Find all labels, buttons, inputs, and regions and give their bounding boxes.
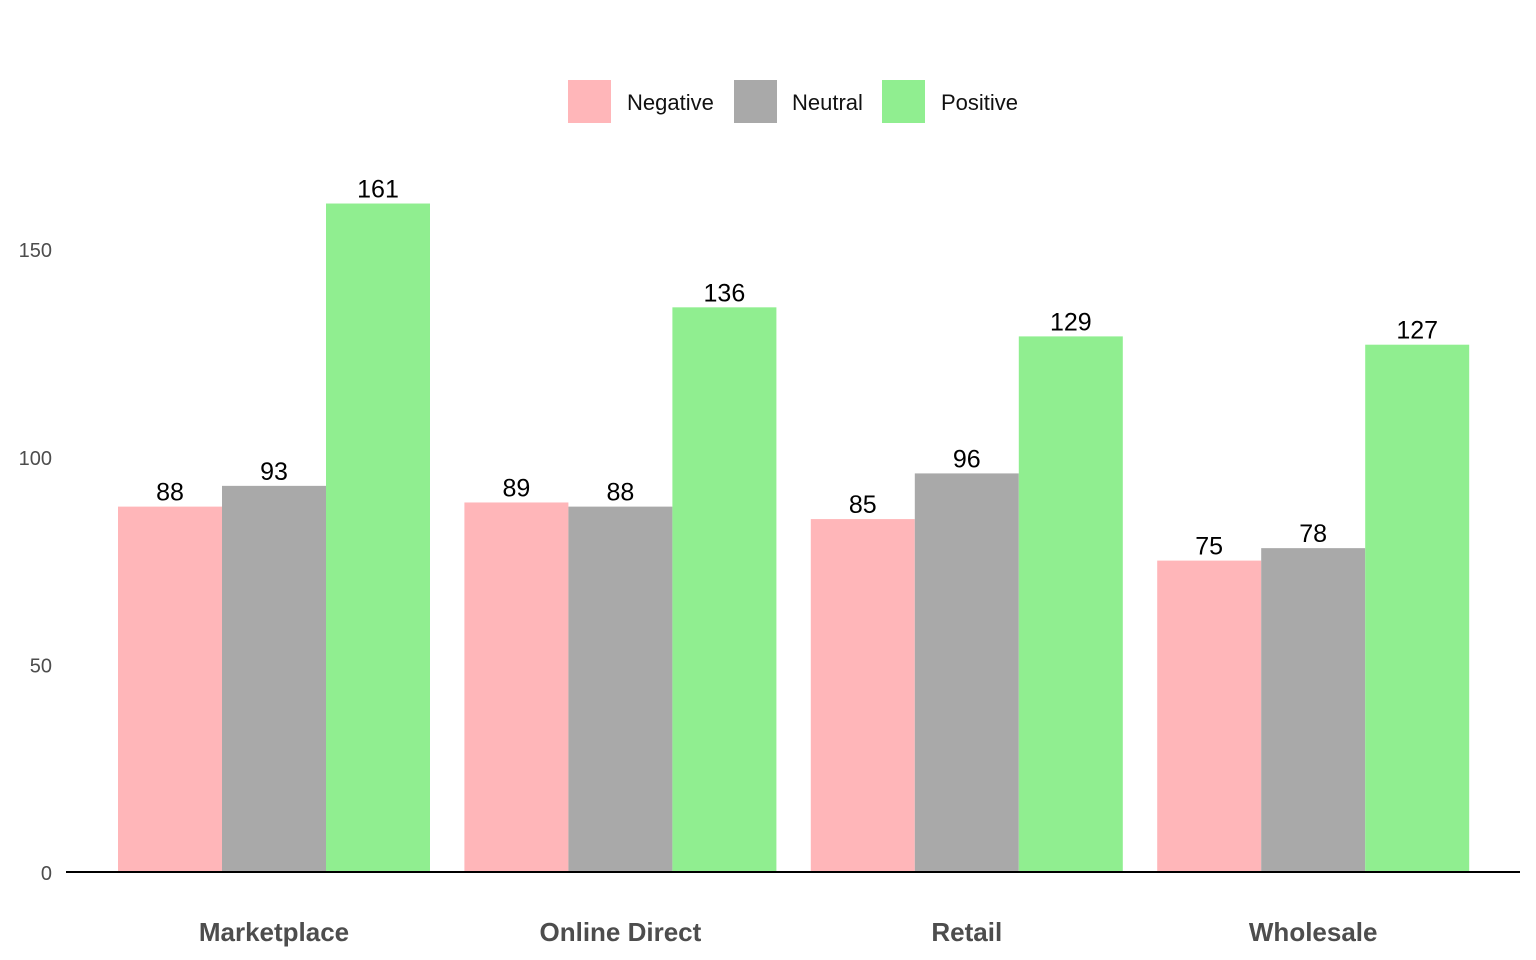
y-tick-label-50: 50 bbox=[30, 655, 52, 677]
bar-marketplace-negative bbox=[118, 506, 222, 872]
data-label-online-direct-positive: 136 bbox=[704, 279, 746, 307]
bar-retail-neutral bbox=[914, 473, 1019, 872]
legend-label-negative: Negative bbox=[627, 90, 714, 115]
x-tick-label-marketplace: Marketplace bbox=[199, 917, 349, 947]
legend-label-positive: Positive bbox=[941, 90, 1018, 115]
legend-item-positive: Positive bbox=[882, 80, 1018, 123]
legend-swatch-positive bbox=[882, 80, 925, 123]
legend-item-negative: Negative bbox=[568, 80, 714, 123]
bar-wholesale-negative bbox=[1157, 560, 1262, 872]
bar-online-direct-positive bbox=[672, 307, 777, 872]
y-axis-ticks: 0 50 100 150 bbox=[19, 240, 52, 885]
y-tick-label-100: 100 bbox=[19, 448, 52, 470]
y-tick-label-150: 150 bbox=[19, 240, 52, 262]
legend-label-neutral: Neutral bbox=[792, 90, 863, 115]
data-label-retail-negative: 85 bbox=[849, 491, 877, 519]
data-label-retail-neutral: 96 bbox=[953, 445, 981, 473]
data-label-retail-positive: 129 bbox=[1050, 308, 1092, 336]
bar-marketplace-neutral bbox=[222, 485, 326, 872]
bar-wholesale-neutral bbox=[1261, 548, 1366, 872]
data-label-online-direct-negative: 89 bbox=[502, 474, 530, 502]
bar-wholesale-positive bbox=[1365, 344, 1470, 872]
legend-swatch-negative bbox=[568, 80, 611, 123]
data-label-wholesale-positive: 127 bbox=[1396, 317, 1438, 345]
bar-online-direct-negative bbox=[464, 502, 569, 872]
data-label-wholesale-neutral: 78 bbox=[1299, 520, 1327, 548]
x-tick-label-online-direct: Online Direct bbox=[539, 917, 701, 947]
x-axis-labels: Marketplace Online Direct Retail Wholesale bbox=[199, 917, 1378, 947]
data-label-wholesale-negative: 75 bbox=[1195, 533, 1223, 561]
y-tick-label-0: 0 bbox=[41, 863, 52, 885]
legend-item-neutral: Neutral bbox=[734, 80, 863, 123]
x-tick-label-retail: Retail bbox=[931, 917, 1002, 947]
legend-swatch-neutral bbox=[734, 80, 777, 123]
data-label-marketplace-negative: 88 bbox=[156, 479, 184, 507]
bar-retail-negative bbox=[810, 519, 915, 872]
bar-retail-positive bbox=[1018, 336, 1123, 873]
data-labels: 88 93 161 89 88 136 85 96 129 75 78 127 bbox=[156, 176, 1438, 561]
legend: Negative Neutral Positive bbox=[568, 80, 1018, 123]
data-label-marketplace-positive: 161 bbox=[357, 176, 399, 204]
bar-online-direct-neutral bbox=[568, 506, 673, 872]
x-tick-label-wholesale: Wholesale bbox=[1249, 917, 1378, 947]
data-label-marketplace-neutral: 93 bbox=[260, 458, 288, 486]
bars bbox=[118, 203, 1470, 873]
data-label-online-direct-neutral: 88 bbox=[606, 479, 634, 507]
bar-marketplace-positive bbox=[326, 203, 430, 872]
